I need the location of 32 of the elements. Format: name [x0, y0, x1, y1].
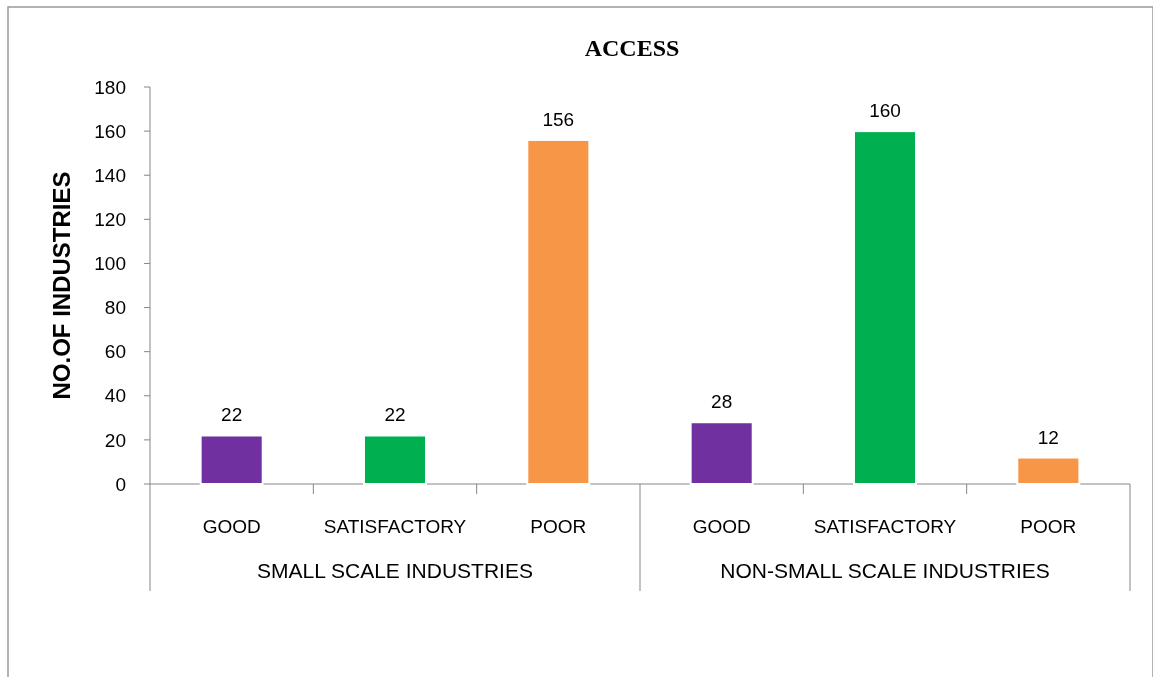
chart-title: ACCESS — [584, 35, 680, 61]
x-tick-label: GOOD — [202, 516, 261, 537]
x-tick-label: GOOD — [692, 516, 751, 537]
data-label: 22 — [384, 404, 406, 426]
y-tick-label: 20 — [104, 429, 126, 451]
y-tick-label: 160 — [94, 120, 126, 142]
bar — [689, 421, 754, 485]
bar — [1016, 456, 1081, 485]
y-tick-label: 180 — [94, 76, 126, 98]
x-tick-label: POOR — [1020, 516, 1077, 537]
bar — [199, 434, 264, 485]
bar — [362, 434, 428, 485]
x-tick-label: SATISFACTORY — [323, 516, 467, 537]
y-axis-title: NO.OF INDUSTRIES — [48, 171, 75, 400]
y-tick-label: 0 — [115, 473, 126, 495]
data-label: 156 — [542, 108, 575, 130]
x-tick-label: SATISFACTORY — [813, 516, 957, 537]
y-tick-label: 140 — [94, 164, 126, 186]
text: NON-SMALL SCALE INDUSTRIES — [720, 559, 1050, 582]
x-tick-label: POOR — [530, 516, 587, 537]
bar — [526, 138, 591, 485]
bar — [852, 130, 918, 485]
y-tick-label: 40 — [104, 385, 126, 407]
y-tick-label: 60 — [104, 341, 126, 363]
y-tick-label: 80 — [104, 297, 126, 319]
y-tick-label: 100 — [94, 253, 126, 275]
data-label: 12 — [1037, 426, 1059, 448]
data-label: 22 — [221, 404, 243, 426]
data-label: 28 — [711, 391, 733, 413]
y-tick-label: 120 — [94, 208, 126, 230]
text: SMALL SCALE INDUSTRIES — [257, 559, 533, 582]
data-label: 160 — [869, 100, 901, 122]
